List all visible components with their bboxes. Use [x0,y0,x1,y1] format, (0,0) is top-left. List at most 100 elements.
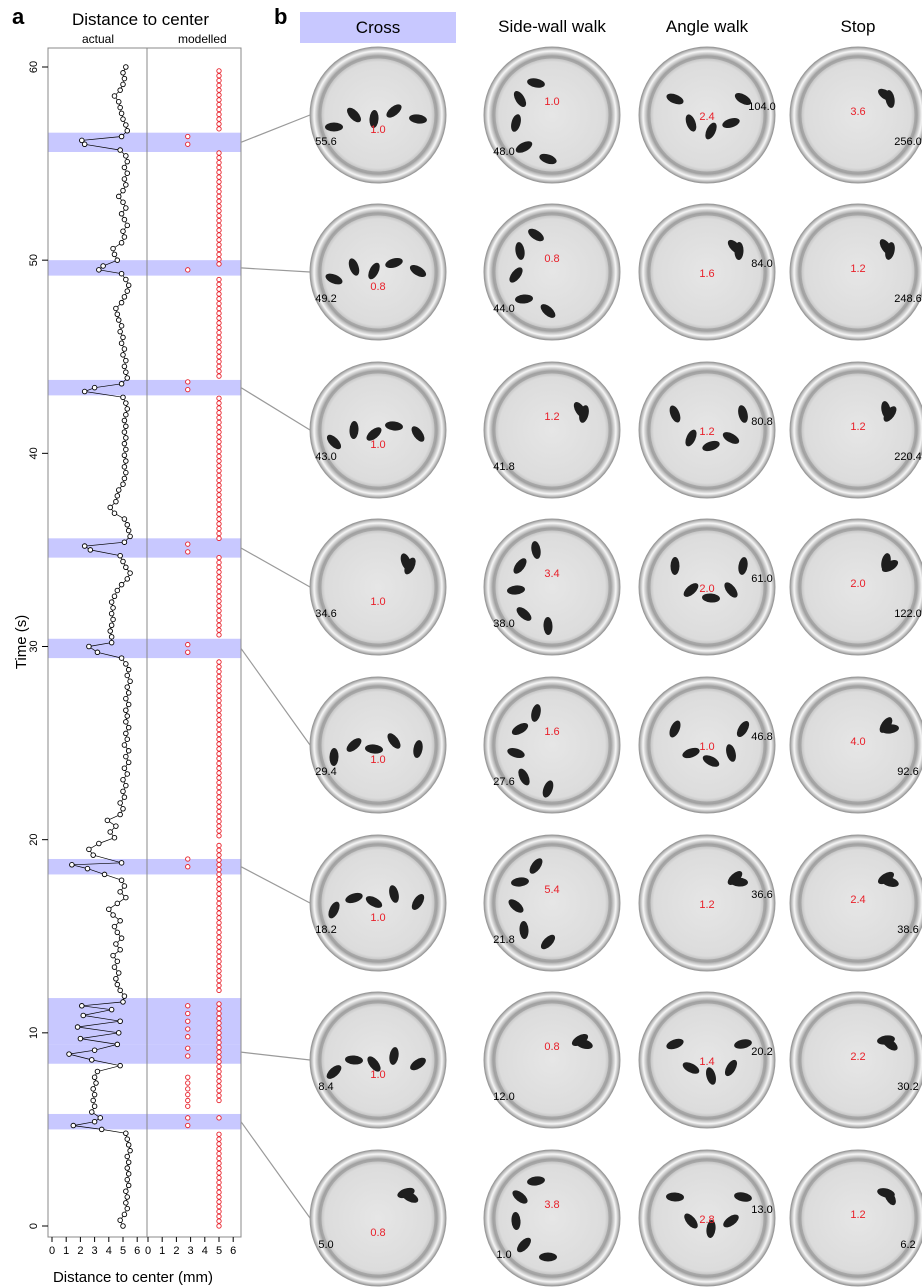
arena-dish: 248.6 1.2 [789,203,922,341]
modelled-point [185,1103,191,1109]
fly-silhouette [722,117,740,129]
actual-point [123,719,129,725]
elapsed-time-label: 220.4 [894,451,922,463]
fly-silhouette [527,1176,545,1186]
fly-silhouette [368,262,380,280]
actual-point [123,707,129,713]
duration-label: 1.4 [699,1056,714,1068]
arena-dish: 55.6 1.0 [309,46,447,184]
fly-silhouette [511,114,521,132]
actual-point [120,116,126,122]
modelled-point [216,1131,222,1137]
actual-point [123,122,129,128]
actual-point [123,446,129,453]
actual-point [125,690,132,696]
actual-point [74,1024,81,1030]
fly-silhouette [670,557,680,575]
fly-silhouette [345,1055,363,1065]
actual-point [117,918,123,924]
actual-point [94,649,101,656]
actual-point [125,666,132,673]
actual-point [106,906,112,912]
actual-point [79,1003,85,1009]
fly-silhouette [881,559,899,573]
actual-point [118,270,125,277]
actual-point [124,158,131,165]
actual-point [117,147,123,153]
duration-label: 1.0 [544,96,559,108]
actual-point [117,1217,123,1223]
actual-point [108,622,115,629]
fly-silhouette [385,258,403,268]
actual-point [125,1182,132,1189]
elapsed-time-label: 48.0 [493,146,514,158]
modelled-point [185,1091,191,1098]
fly-silhouette [325,122,343,132]
arena-dish: 29.4 1.0 [309,676,447,814]
fly-silhouette [706,1067,716,1085]
actual-point [120,394,126,401]
x-tick-label: 0 [49,1245,55,1257]
actual-point [121,539,128,545]
actual-point [123,782,129,789]
actual-point [121,1211,128,1218]
actual-point [115,1030,122,1036]
fly-silhouette [349,421,359,439]
fly-silhouette [722,432,740,444]
connector-line [240,1121,311,1219]
fly-silhouette [531,541,541,559]
fly-silhouette [519,921,529,939]
arena-dish: 122.0 2.0 [789,518,922,656]
actual-point [118,133,125,140]
y-tick-label: 60 [28,61,40,73]
elapsed-time-label: 92.6 [897,766,918,778]
fly-silhouette [702,440,720,452]
actual-point [118,877,125,883]
highlight-band [48,260,241,276]
actual-point [113,305,119,312]
modelled-point [185,649,191,655]
modelled-point [185,549,191,555]
arena-dish: 256.0 3.6 [789,46,922,184]
duration-label: 3.6 [850,106,865,118]
actual-point [113,941,119,947]
actual-point [114,493,121,499]
arena-dish: 104.0 2.4 [638,46,776,184]
actual-point [111,510,118,516]
fly-silhouette [365,896,383,908]
actual-point [114,311,121,318]
modelled-point [216,276,222,283]
actual-point [86,643,92,650]
fly-silhouette [509,267,523,283]
actual-point [117,947,123,953]
elapsed-time-label: 55.6 [315,136,336,148]
actual-point [124,713,131,719]
actual-point [123,357,129,364]
fly-silhouette [684,1213,698,1229]
actual-point [110,912,116,918]
actual-point [87,547,94,553]
column-header: Cross [300,12,456,43]
modelled-point [185,1034,191,1040]
elapsed-time-label: 20.2 [751,1046,772,1058]
actual-point [127,678,133,685]
actual-point [124,1165,131,1171]
fly-silhouette [542,780,554,798]
actual-point [118,935,125,941]
fly-silhouette [367,1056,381,1072]
arena-dish: 220.4 1.2 [789,361,922,499]
actual-point [123,894,129,901]
actual-point [127,570,133,576]
modelled-point [216,842,222,849]
fly-silhouette [702,593,720,603]
x-axis-label: Distance to center (mm) [53,1269,213,1286]
y-tick-label: 20 [28,834,40,846]
actual-point [118,323,125,329]
elapsed-time-label: 41.8 [493,461,514,473]
actual-point [91,1091,98,1098]
arena-dish: 13.0 2.8 [638,1149,776,1287]
actual-point [120,81,126,88]
actual-point [121,429,128,435]
elapsed-time-label: 104.0 [748,101,776,113]
modelled-point [185,1122,191,1129]
